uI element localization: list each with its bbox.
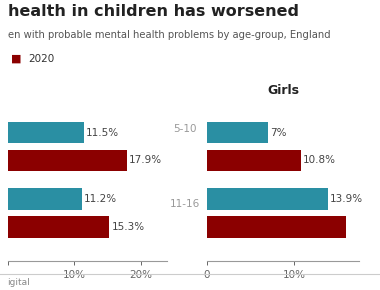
Title: Girls: Girls xyxy=(267,84,299,97)
Bar xyxy=(8,188,82,210)
Text: 11.2%: 11.2% xyxy=(84,194,117,204)
Text: 5-10: 5-10 xyxy=(173,124,196,134)
Text: 13.9%: 13.9% xyxy=(329,194,363,204)
Text: 10.8%: 10.8% xyxy=(302,155,336,166)
Text: 11.5%: 11.5% xyxy=(86,128,119,137)
Bar xyxy=(8,122,84,143)
Text: 17.9%: 17.9% xyxy=(128,155,162,166)
Bar xyxy=(207,216,346,238)
Text: en with probable mental health problems by age-group, England: en with probable mental health problems … xyxy=(8,30,330,40)
Bar xyxy=(8,150,127,171)
Bar xyxy=(207,188,328,210)
Text: 2020: 2020 xyxy=(28,54,55,64)
Text: 15.3%: 15.3% xyxy=(111,222,144,232)
Text: 11-16: 11-16 xyxy=(169,200,200,209)
Bar xyxy=(8,216,109,238)
Text: 7%: 7% xyxy=(270,128,286,137)
Text: igital: igital xyxy=(8,278,30,287)
Text: ■: ■ xyxy=(11,54,22,64)
Bar xyxy=(207,122,268,143)
Bar xyxy=(207,150,301,171)
Text: health in children has worsened: health in children has worsened xyxy=(8,4,299,19)
